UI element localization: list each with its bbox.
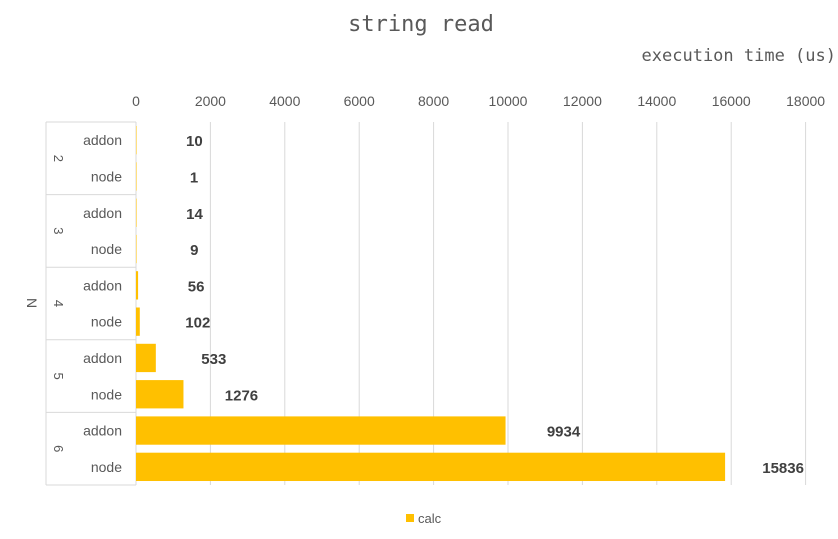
data-label: 15836 bbox=[762, 460, 804, 477]
x-tick-labels: 0 2000 4000 6000 8000 10000 12000 14000 16000 180… bbox=[132, 93, 825, 109]
data-label: 56 bbox=[188, 278, 205, 295]
x-tick-label: 6000 bbox=[344, 93, 375, 109]
data-label: 9934 bbox=[547, 424, 581, 441]
x-tick-label: 0 bbox=[132, 93, 140, 109]
data-label: 1276 bbox=[225, 387, 258, 404]
bar bbox=[136, 380, 184, 409]
data-label: 533 bbox=[201, 351, 226, 368]
bar bbox=[136, 234, 137, 264]
category-label: addon bbox=[83, 205, 122, 221]
x-tick-label: 16000 bbox=[712, 93, 751, 109]
x-axis-title: execution time (us) bbox=[642, 46, 836, 66]
group-label: 2 bbox=[51, 155, 66, 162]
legend-swatch bbox=[406, 514, 414, 522]
category-axis: 2 addon node 3 addon node 4 addon node 5 addon node… bbox=[45, 121, 137, 486]
chart-title: string read bbox=[348, 12, 494, 37]
bars bbox=[136, 125, 726, 482]
bar bbox=[136, 307, 140, 336]
data-label: 14 bbox=[186, 206, 203, 223]
group-label: 4 bbox=[51, 300, 66, 307]
category-label: addon bbox=[83, 423, 122, 439]
data-label: 1 bbox=[190, 169, 198, 186]
group-label: 6 bbox=[51, 445, 66, 452]
category-label: node bbox=[91, 168, 122, 184]
category-label: addon bbox=[83, 132, 122, 148]
legend: calc bbox=[406, 511, 442, 526]
group-label: 5 bbox=[51, 372, 66, 379]
bar bbox=[136, 416, 506, 445]
x-tick-label: 10000 bbox=[489, 93, 528, 109]
x-tick-label: 18000 bbox=[786, 93, 825, 109]
category-label: node bbox=[91, 314, 122, 330]
x-tick-label: 14000 bbox=[637, 93, 676, 109]
x-tick-label: 4000 bbox=[269, 93, 300, 109]
legend-label: calc bbox=[418, 511, 442, 526]
bar bbox=[136, 198, 137, 227]
bar bbox=[136, 452, 726, 482]
bar bbox=[136, 162, 137, 191]
bar bbox=[136, 125, 137, 155]
x-tick-label: 2000 bbox=[195, 93, 226, 109]
data-label: 9 bbox=[190, 242, 198, 259]
category-label: node bbox=[91, 386, 122, 402]
bar bbox=[136, 343, 156, 373]
category-label: addon bbox=[83, 277, 122, 293]
x-tick-label: 12000 bbox=[563, 93, 602, 109]
x-tick-label: 8000 bbox=[418, 93, 449, 109]
data-label: 10 bbox=[186, 133, 203, 150]
data-labels: 10 1 14 9 56 102 533 1276 9934 15836 bbox=[185, 133, 804, 477]
bar bbox=[136, 271, 139, 300]
gridlines bbox=[209, 122, 807, 485]
group-label: 3 bbox=[51, 227, 66, 234]
category-label: addon bbox=[83, 350, 122, 366]
category-label: node bbox=[91, 459, 122, 475]
category-label: node bbox=[91, 241, 122, 257]
data-label: 102 bbox=[185, 315, 210, 332]
y-axis-title: N bbox=[24, 298, 40, 308]
